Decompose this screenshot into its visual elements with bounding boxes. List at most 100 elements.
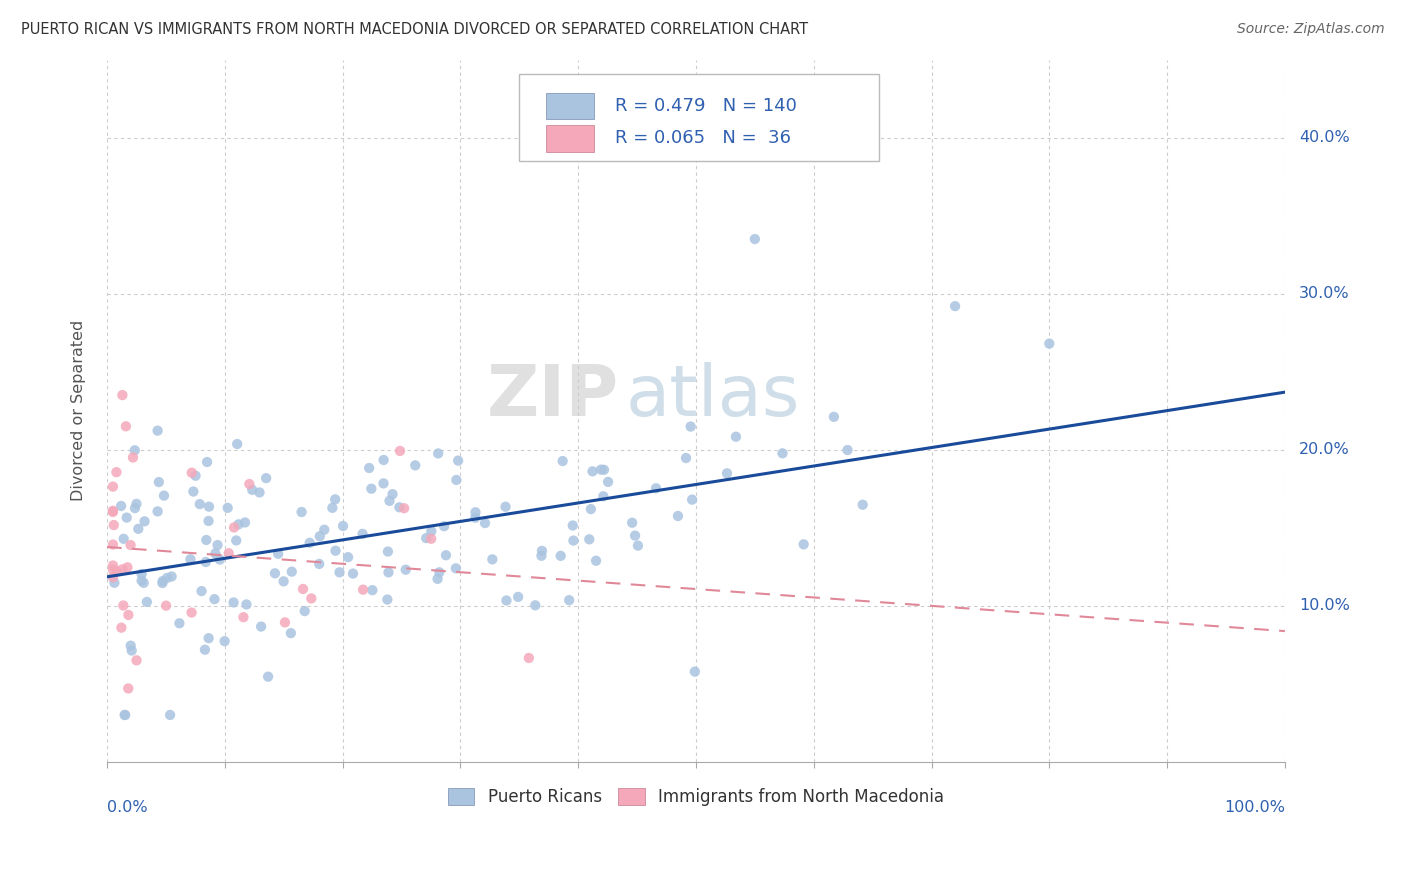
Point (332, 519, 354, 533)
Point (596, 475, 619, 489)
Point (359, 461, 381, 475)
Point (426, 572, 449, 586)
Point (621, 516, 644, 530)
Text: PUERTO RICAN VS IMMIGRANTS FROM NORTH MACEDONIA DIVORCED OR SEPARATED CORRELATIO: PUERTO RICAN VS IMMIGRANTS FROM NORTH MA… (21, 22, 808, 37)
FancyBboxPatch shape (547, 93, 593, 120)
Point (124, 443, 146, 458)
Point (360, 482, 382, 496)
Point (190, 584, 212, 599)
Point (114, 708, 136, 723)
Point (110, 621, 132, 635)
Text: 0.0%: 0.0% (107, 800, 148, 815)
Point (392, 501, 415, 516)
Point (179, 552, 201, 566)
Point (159, 708, 181, 723)
Point (342, 566, 364, 581)
Point (114, 708, 136, 723)
Point (377, 566, 399, 580)
Point (530, 549, 553, 563)
Point (579, 502, 602, 516)
Point (180, 606, 202, 620)
Point (152, 576, 174, 591)
Point (389, 444, 412, 458)
Point (183, 484, 205, 499)
Legend: Puerto Ricans, Immigrants from North Macedonia: Puerto Ricans, Immigrants from North Mac… (441, 781, 950, 814)
Point (232, 610, 254, 624)
Point (250, 619, 273, 633)
Point (197, 631, 219, 645)
Point (146, 424, 169, 438)
Point (558, 593, 581, 607)
Point (373, 476, 395, 491)
Point (155, 599, 177, 613)
Point (675, 450, 697, 465)
Point (254, 471, 277, 485)
Point (551, 454, 574, 468)
Point (589, 462, 612, 476)
Point (112, 599, 135, 613)
Point (204, 592, 226, 607)
Point (132, 575, 155, 590)
Point (120, 639, 142, 653)
Point (852, 498, 875, 512)
Point (1038, 336, 1060, 351)
Point (395, 563, 418, 577)
Point (135, 595, 157, 609)
Point (298, 536, 321, 550)
FancyBboxPatch shape (519, 74, 879, 161)
Point (101, 563, 124, 577)
Point (666, 508, 689, 523)
Point (420, 524, 443, 539)
Point (308, 529, 330, 543)
Point (464, 510, 486, 524)
Point (226, 437, 249, 451)
Point (314, 523, 336, 537)
Point (257, 670, 280, 684)
Point (524, 599, 547, 613)
Point (198, 500, 221, 514)
Point (153, 489, 176, 503)
Point (420, 532, 443, 546)
Point (110, 499, 132, 513)
Point (585, 554, 607, 568)
Point (291, 505, 314, 519)
Point (446, 473, 468, 487)
Point (744, 232, 766, 246)
Point (495, 593, 517, 607)
Point (218, 546, 240, 560)
Point (377, 592, 399, 607)
Point (235, 598, 257, 612)
Point (125, 653, 148, 667)
Point (593, 463, 616, 477)
Point (530, 544, 553, 558)
Point (581, 464, 603, 478)
Point (337, 550, 360, 565)
FancyBboxPatch shape (547, 125, 593, 152)
Point (562, 533, 585, 548)
Point (716, 467, 738, 481)
Point (208, 552, 231, 566)
Point (131, 567, 153, 582)
Point (323, 492, 346, 507)
Point (352, 582, 374, 597)
Point (101, 538, 124, 552)
Point (225, 533, 247, 548)
Point (115, 510, 138, 524)
Point (381, 487, 404, 501)
Point (292, 582, 315, 596)
Point (434, 548, 457, 562)
Point (495, 500, 517, 514)
Point (214, 634, 236, 648)
Point (464, 505, 486, 519)
Point (273, 574, 295, 589)
Point (280, 626, 302, 640)
Point (103, 518, 125, 533)
Point (195, 455, 218, 469)
Point (233, 516, 256, 530)
Point (103, 575, 125, 590)
Point (325, 543, 347, 558)
Point (679, 419, 702, 434)
Point (550, 549, 572, 563)
Point (105, 565, 128, 579)
Text: 30.0%: 30.0% (1299, 286, 1350, 301)
